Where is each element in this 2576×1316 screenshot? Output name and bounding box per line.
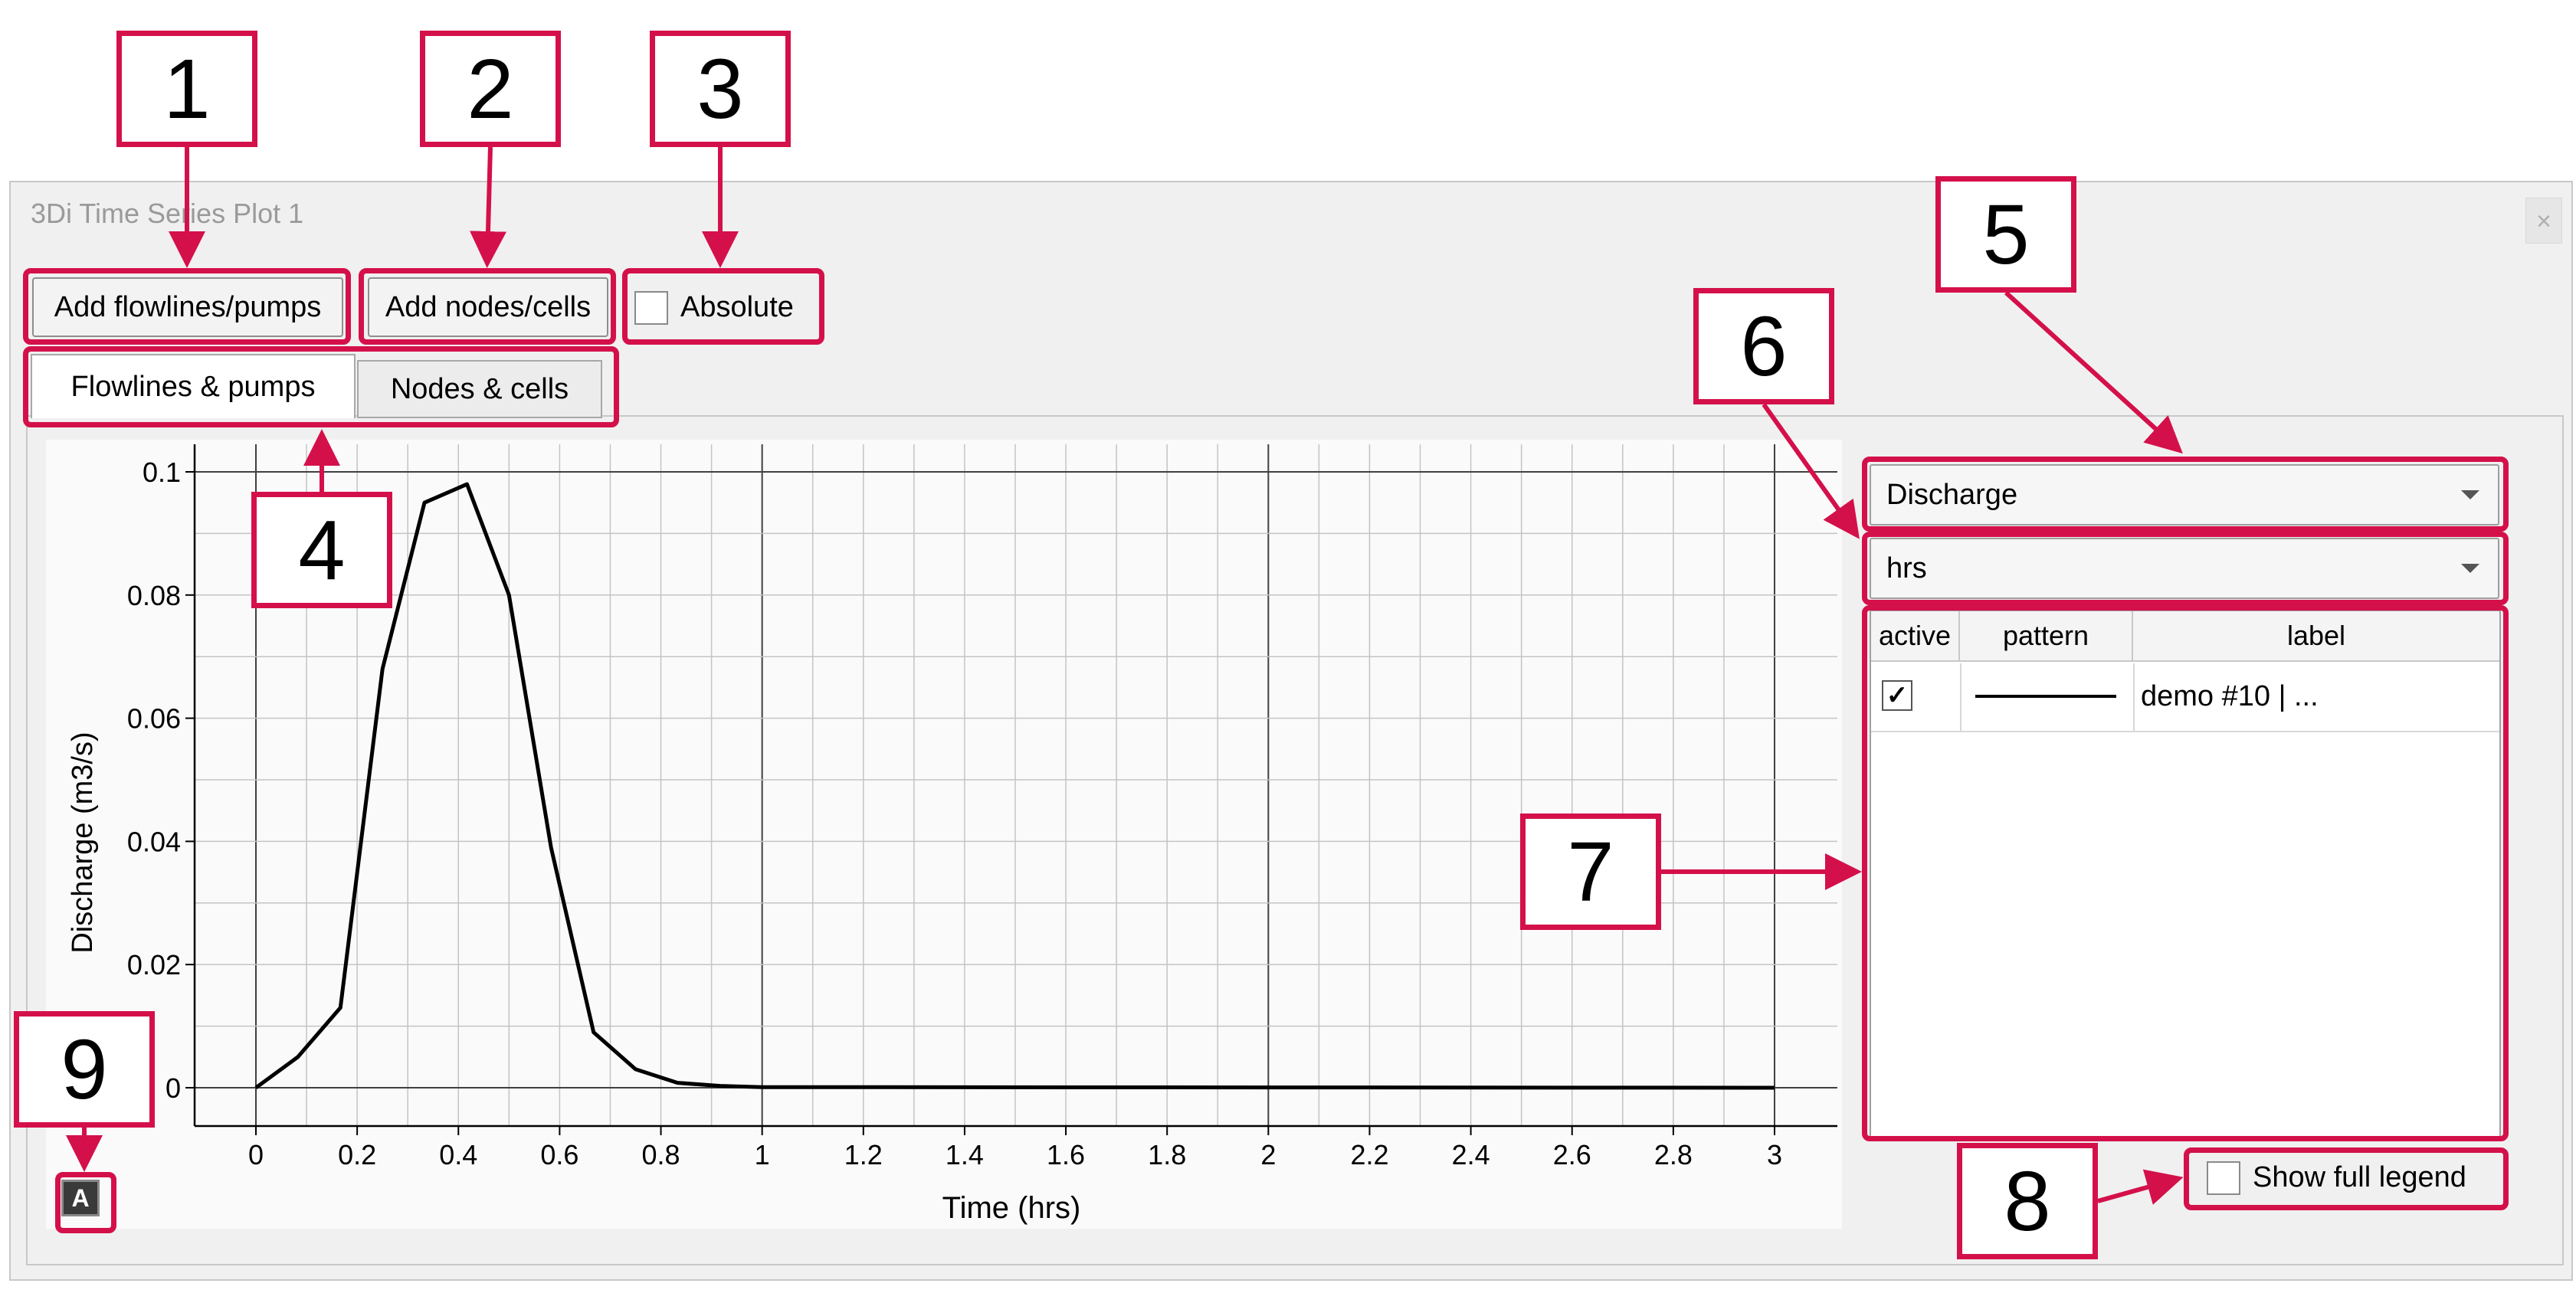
x-tick-label: 2.4	[1452, 1139, 1490, 1170]
x-tick-label: 1.8	[1148, 1139, 1186, 1170]
checkmark-icon: ✓	[1886, 681, 1909, 710]
callout-1: 1	[116, 31, 257, 147]
tab-flowlines-pumps[interactable]: Flowlines & pumps	[31, 354, 356, 418]
table-row[interactable]	[1871, 663, 2499, 732]
absolute-checkbox[interactable]	[634, 291, 668, 325]
x-tick-label: 0	[248, 1139, 264, 1170]
row-active-checkbox[interactable]: ✓	[1882, 680, 1912, 711]
show-full-legend-checkbox[interactable]	[2207, 1161, 2240, 1195]
callout-8: 8	[1957, 1143, 2098, 1259]
callout-4: 4	[251, 492, 392, 608]
absolute-label: Absolute	[680, 291, 794, 323]
line-pattern-swatch	[1975, 695, 2116, 698]
callout-7: 7	[1520, 813, 1661, 930]
x-tick-label: 2.8	[1654, 1139, 1693, 1170]
close-button[interactable]: ×	[2525, 198, 2562, 244]
x-tick-label: 0.4	[439, 1139, 477, 1170]
add-nodes-button[interactable]: Add nodes/cells	[368, 277, 608, 337]
row-label: demo #10 | ...	[2141, 680, 2319, 712]
column-header-active: active	[1871, 611, 1960, 662]
x-tick-label: 2.2	[1350, 1139, 1388, 1170]
column-header-label: label	[2133, 611, 2499, 662]
y-axis-label: Discharge (m3/s)	[67, 732, 99, 953]
column-header-pattern: pattern	[1960, 611, 2133, 662]
show-full-legend-label: Show full legend	[2253, 1161, 2466, 1193]
column-divider	[1960, 663, 1961, 732]
x-tick-label: 2.6	[1553, 1139, 1591, 1170]
y-tick-label: 0.08	[127, 580, 181, 611]
x-tick-label: 0.2	[338, 1139, 376, 1170]
parameter-combo[interactable]: Discharge	[1870, 464, 2499, 525]
tab-nodes-cells[interactable]: Nodes & cells	[357, 360, 602, 418]
callout-3: 3	[650, 31, 791, 147]
add-flowlines-button[interactable]: Add flowlines/pumps	[32, 277, 343, 337]
x-tick-label: 1.4	[946, 1139, 984, 1170]
x-tick-label: 1.2	[844, 1139, 883, 1170]
x-tick-label: 0.6	[540, 1139, 578, 1170]
x-tick-label: 1	[755, 1139, 770, 1170]
x-tick-label: 0.8	[642, 1139, 680, 1170]
x-tick-label: 1.6	[1047, 1139, 1085, 1170]
callout-9: 9	[14, 1011, 155, 1128]
callout-6: 6	[1693, 288, 1834, 404]
chevron-down-icon	[2461, 564, 2479, 573]
auto-range-button[interactable]: A	[61, 1180, 100, 1216]
y-tick-label: 0.02	[127, 949, 181, 980]
x-tick-label: 2	[1260, 1139, 1276, 1170]
x-tick-label: 3	[1767, 1139, 1782, 1170]
time-unit-combo[interactable]: hrs	[1870, 538, 2499, 599]
y-tick-label: 0.04	[127, 826, 181, 857]
column-divider	[2133, 663, 2135, 732]
x-axis-label: Time (hrs)	[942, 1191, 1081, 1225]
y-tick-label: 0	[166, 1072, 181, 1104]
time-unit-value: hrs	[1886, 552, 1927, 584]
discharge-series-line	[254, 482, 1775, 1090]
window-title: 3Di Time Series Plot 1	[31, 198, 304, 229]
callout-5: 5	[1935, 176, 2076, 293]
y-tick-label: 0.1	[143, 457, 181, 488]
parameter-value: Discharge	[1886, 478, 2018, 511]
chevron-down-icon	[2461, 490, 2479, 499]
callout-2: 2	[420, 31, 561, 147]
y-tick-label: 0.06	[127, 703, 181, 735]
